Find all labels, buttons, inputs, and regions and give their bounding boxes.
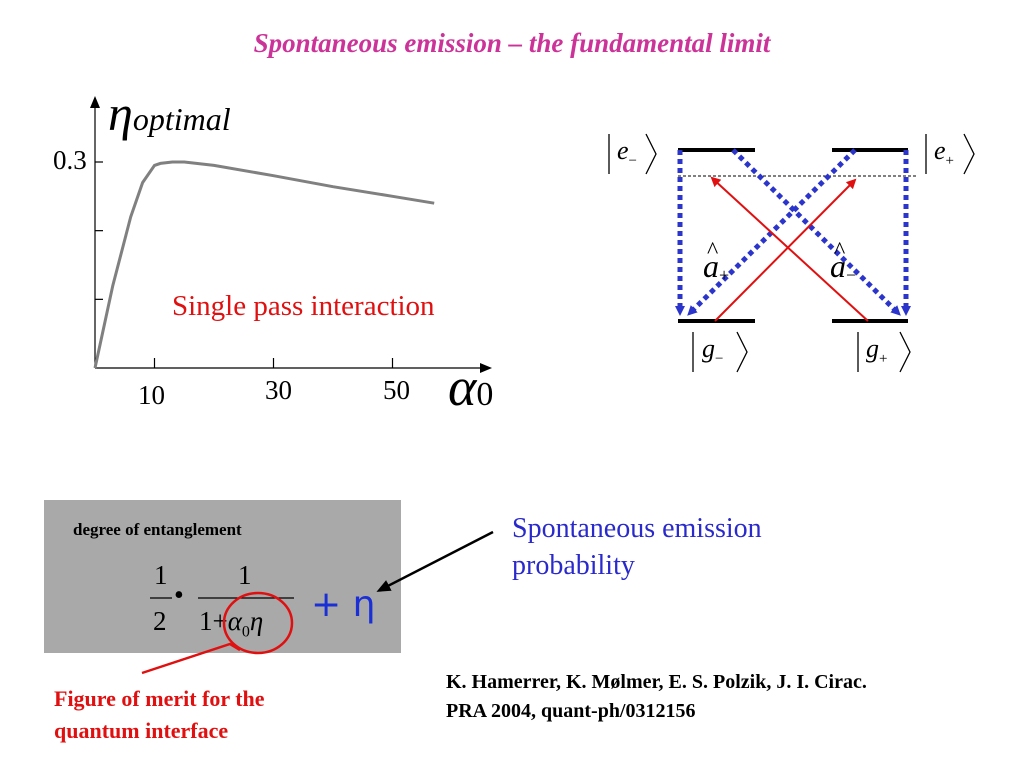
- ket-g-plus-letter: g: [866, 334, 879, 363]
- denominator-alpha-sub: 0: [241, 623, 250, 641]
- y-axis-arrow: [90, 96, 100, 108]
- ket-g-plus-angle: [899, 331, 911, 373]
- spontaneous-emission-label: Spontaneous emission probability: [512, 513, 762, 581]
- plus-eta-term: + η: [311, 584, 376, 625]
- x-axis-arrow: [480, 363, 492, 373]
- figure-of-merit-label: Figure of merit for the quantum interfac…: [54, 686, 265, 743]
- half-numerator: 1: [154, 560, 168, 590]
- x-axis-label-symbol: α: [448, 357, 477, 417]
- ket-e-plus: e+: [934, 136, 954, 170]
- operator-a-minus: ^ a−: [830, 238, 857, 286]
- y-tick-label: 0.3: [53, 145, 87, 175]
- y-ticks: [95, 161, 103, 300]
- denominator-eta: η: [249, 606, 264, 636]
- denominator-one: 1: [199, 606, 213, 636]
- x-ticks: [153, 358, 394, 368]
- x-axis-label-subscript: 0: [476, 376, 494, 413]
- citation-line-2: PRA 2004, quant-ph/0312156: [446, 700, 696, 722]
- citation-line-1: K. Hamerrer, K. Mølmer, E. S. Polzik, J.…: [446, 671, 867, 693]
- y-axis-label: ηoptimal: [108, 84, 231, 142]
- operator-a-minus-hat: ^: [834, 238, 846, 264]
- operator-a-minus-letter: a: [830, 248, 846, 284]
- y-axis-label-symbol: η: [108, 85, 133, 141]
- drive-g-plus-up: [710, 176, 869, 322]
- merit-highlight-circle: [222, 591, 294, 655]
- operator-a-minus-sub: −: [846, 265, 857, 286]
- ket-e-minus: e−: [617, 136, 637, 170]
- operator-a-plus-sub: +: [719, 265, 730, 286]
- x-axis-label: α0: [448, 356, 493, 418]
- ket-e-minus-letter: e: [617, 136, 629, 165]
- product-dot: •: [174, 580, 184, 611]
- citation: K. Hamerrer, K. Mølmer, E. S. Polzik, J.…: [446, 668, 1016, 726]
- drive-g-minus-up: [714, 178, 857, 322]
- decay-e-minus-to-g-plus: [731, 148, 901, 316]
- ket-e-minus-sub: −: [628, 153, 638, 170]
- ket-e-plus-sub: +: [945, 153, 955, 170]
- operator-a-plus: ^ a+: [703, 238, 730, 286]
- ket-e-minus-angle: [645, 133, 657, 175]
- merit-pointer-line: [141, 642, 241, 675]
- decay-e-plus-to-g-minus: [687, 148, 857, 316]
- ket-g-minus-letter: g: [702, 334, 715, 363]
- entanglement-label: degree of entanglement: [73, 520, 242, 539]
- eta-optimal-curve: [93, 160, 435, 369]
- slide-title: Spontaneous emission – the fundamental l…: [253, 28, 771, 58]
- fraction-numerator: 1: [238, 560, 252, 590]
- formula-box: [44, 500, 401, 653]
- spontaneous-pointer-arrow: [376, 530, 494, 592]
- ket-e-plus-angle: [963, 133, 975, 175]
- half-denominator: 2: [153, 606, 167, 636]
- operator-a-plus-hat: ^: [707, 238, 719, 264]
- ket-e-plus-letter: e: [934, 136, 946, 165]
- ket-g-minus: g−: [702, 334, 723, 368]
- y-axis-label-subscript: optimal: [132, 101, 231, 137]
- x-tick-label-50: 50: [383, 375, 410, 405]
- ket-g-minus-angle: [736, 331, 748, 373]
- ket-g-minus-sub: −: [715, 351, 724, 368]
- x-tick-label-10: 10: [138, 380, 165, 410]
- single-pass-annotation: Single pass interaction: [172, 290, 435, 322]
- ket-g-plus: g+: [866, 334, 887, 368]
- x-tick-label-30: 30: [265, 375, 292, 405]
- ket-g-plus-sub: +: [879, 351, 888, 368]
- operator-a-plus-letter: a: [703, 248, 719, 284]
- denominator-alpha: α: [227, 606, 242, 636]
